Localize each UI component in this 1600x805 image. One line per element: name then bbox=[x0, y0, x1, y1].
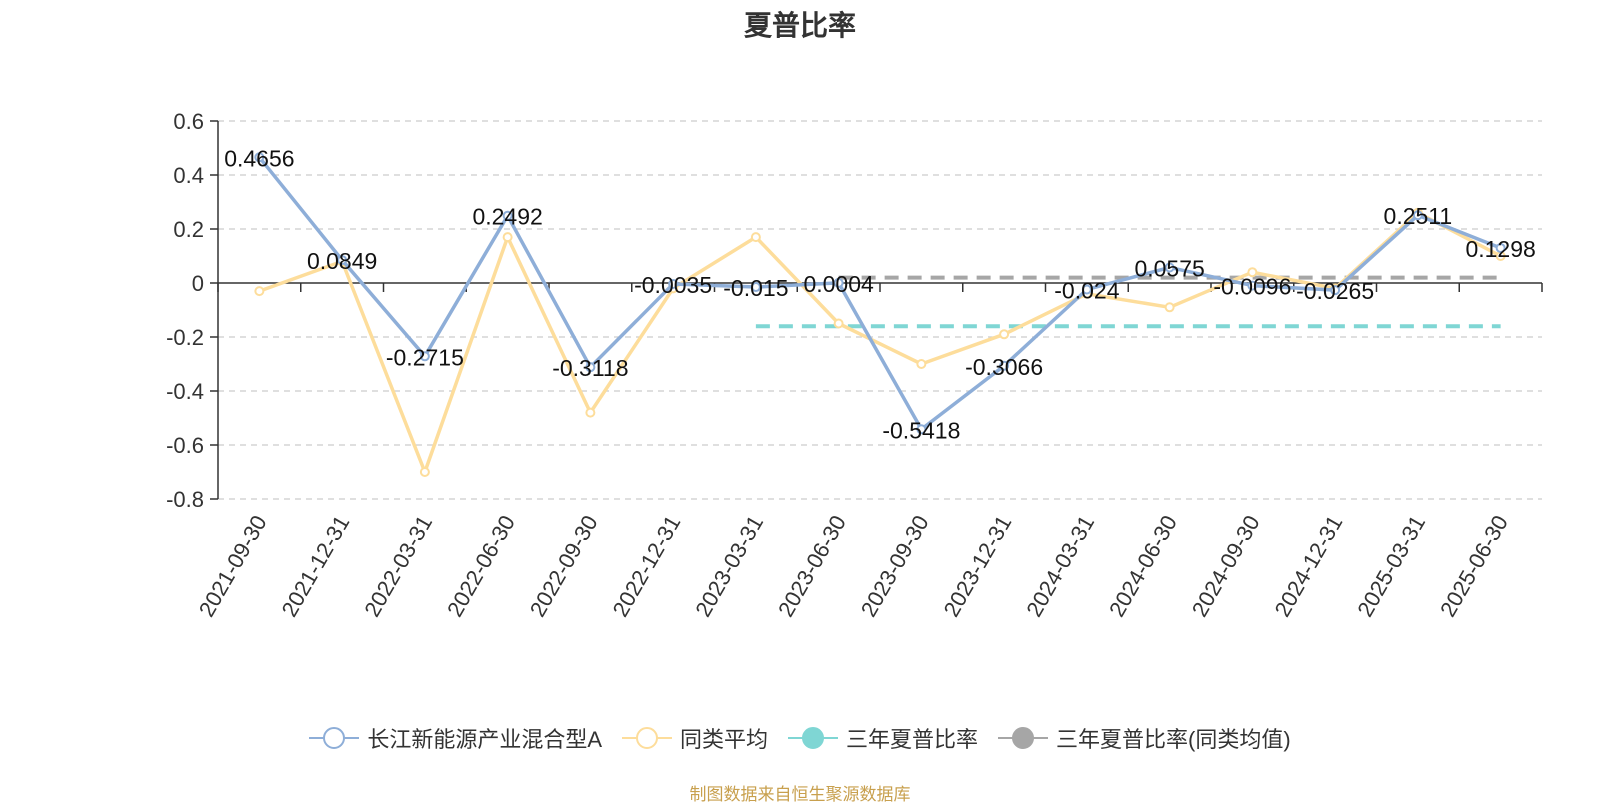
legend-swatch-icon bbox=[309, 727, 360, 749]
data-point bbox=[585, 362, 596, 373]
data-point bbox=[1164, 262, 1175, 273]
x-tick-label: 2024-03-31 bbox=[1021, 511, 1099, 621]
data-label: -0.015 bbox=[723, 275, 788, 301]
data-point bbox=[999, 329, 1010, 340]
data-label: 0.2492 bbox=[472, 204, 542, 230]
data-label: 0.4656 bbox=[224, 145, 294, 171]
data-label: 0.0575 bbox=[1134, 255, 1204, 281]
data-point bbox=[419, 351, 430, 362]
x-tick-label: 2021-12-31 bbox=[277, 511, 355, 621]
series-line bbox=[258, 156, 1502, 432]
data-label: -0.3118 bbox=[552, 355, 628, 381]
data-label: -0.2715 bbox=[386, 344, 464, 370]
legend-swatch-icon bbox=[622, 727, 672, 749]
data-label: 0.2511 bbox=[1384, 203, 1453, 229]
legend-label: 同类平均 bbox=[680, 727, 769, 752]
series-layer bbox=[254, 152, 1506, 477]
x-tick-label: 2021-09-30 bbox=[194, 511, 272, 621]
data-point bbox=[337, 255, 348, 266]
legend-item[interactable]: 三年夏普比率 bbox=[788, 722, 978, 754]
legend-label: 三年夏普比率 bbox=[846, 727, 979, 752]
data-point bbox=[585, 407, 596, 418]
source-note: 制图数据来自恒生聚源数据库 bbox=[689, 785, 911, 804]
data-point bbox=[668, 278, 679, 289]
data-point bbox=[916, 424, 927, 435]
legend-swatch-icon bbox=[998, 727, 1049, 749]
data-point bbox=[1247, 267, 1258, 278]
y-tick-label: -0.8 bbox=[166, 487, 204, 512]
x-tick-label: 2025-03-31 bbox=[1352, 511, 1430, 621]
chart-title: 夏普比率 bbox=[743, 10, 856, 41]
data-point bbox=[1081, 284, 1092, 295]
data-label: -0.3066 bbox=[965, 354, 1043, 380]
legend-label: 三年夏普比率(同类均值) bbox=[1056, 727, 1291, 752]
x-tick-label: 2022-06-30 bbox=[442, 511, 520, 621]
x-tick-label: 2025-06-30 bbox=[1435, 511, 1513, 621]
data-label: -0.0265 bbox=[1296, 278, 1374, 304]
data-label: -0.0035 bbox=[634, 272, 712, 298]
y-tick-label: 0.2 bbox=[173, 217, 204, 242]
x-tick-label: 2024-12-31 bbox=[1270, 511, 1348, 621]
x-tick-label: 2024-09-30 bbox=[1187, 511, 1265, 621]
x-tick-label: 2023-06-30 bbox=[773, 511, 851, 621]
legend-item[interactable]: 同类平均 bbox=[622, 722, 768, 754]
data-point bbox=[419, 467, 430, 477]
legend-swatch-marker bbox=[802, 727, 825, 749]
grid-layer bbox=[218, 120, 1542, 500]
data-point bbox=[833, 318, 844, 329]
data-label: 0.1298 bbox=[1465, 236, 1535, 262]
data-labels: 0.46560.0849-0.27150.2492-0.3118-0.0035-… bbox=[224, 145, 1536, 443]
x-tick-label: 2023-09-30 bbox=[856, 511, 934, 621]
data-label: -0.5418 bbox=[882, 417, 960, 443]
data-point bbox=[750, 232, 761, 243]
data-label: 0.0849 bbox=[307, 248, 377, 274]
x-tick-label: 2022-03-31 bbox=[359, 511, 437, 621]
legend-swatch-marker bbox=[636, 727, 658, 749]
x-tick-label: 2023-12-31 bbox=[939, 511, 1017, 621]
data-point bbox=[254, 152, 265, 163]
data-point bbox=[750, 282, 761, 293]
legend-item[interactable]: 三年夏普比率(同类均值) bbox=[998, 722, 1291, 754]
data-point bbox=[1330, 285, 1341, 296]
x-tick-label: 2024-06-30 bbox=[1104, 511, 1182, 621]
data-point bbox=[1164, 302, 1175, 313]
y-tick-label: 0.4 bbox=[173, 163, 204, 188]
legend-swatch-marker bbox=[323, 727, 346, 749]
data-point bbox=[1495, 242, 1506, 253]
data-label: -0.0096 bbox=[1213, 274, 1291, 300]
y-tick-label: -0.6 bbox=[166, 433, 204, 458]
legend-item[interactable]: 长江新能源产业混合型A bbox=[309, 722, 602, 754]
data-point bbox=[1412, 210, 1423, 221]
x-tick-label: 2022-12-31 bbox=[608, 511, 686, 621]
legend: 长江新能源产业混合型A 同类平均 三年夏普比率 三年夏普比率(同类均值) bbox=[0, 722, 1600, 754]
data-point bbox=[833, 277, 844, 288]
y-tick-label: -0.4 bbox=[166, 379, 204, 404]
data-label: -0.024 bbox=[1054, 277, 1119, 303]
reference-lines bbox=[755, 275, 1501, 329]
data-point bbox=[999, 360, 1010, 371]
y-tick-label: 0 bbox=[192, 271, 204, 296]
data-point bbox=[502, 232, 513, 243]
legend-label: 长江新能源产业混合型A bbox=[367, 727, 602, 752]
data-point bbox=[502, 210, 513, 221]
data-label: 0.0004 bbox=[803, 271, 874, 297]
y-tick-label: 0.6 bbox=[173, 109, 204, 134]
series-line bbox=[258, 211, 1502, 474]
y-tick-label: -0.2 bbox=[166, 325, 204, 350]
legend-swatch-marker bbox=[1012, 727, 1035, 749]
x-tick-label: 2023-03-31 bbox=[690, 511, 768, 621]
data-point bbox=[916, 359, 927, 369]
data-point bbox=[1247, 280, 1258, 291]
legend-swatch-icon bbox=[788, 727, 839, 749]
x-tick-label: 2022-09-30 bbox=[525, 511, 603, 621]
data-point bbox=[254, 286, 265, 297]
